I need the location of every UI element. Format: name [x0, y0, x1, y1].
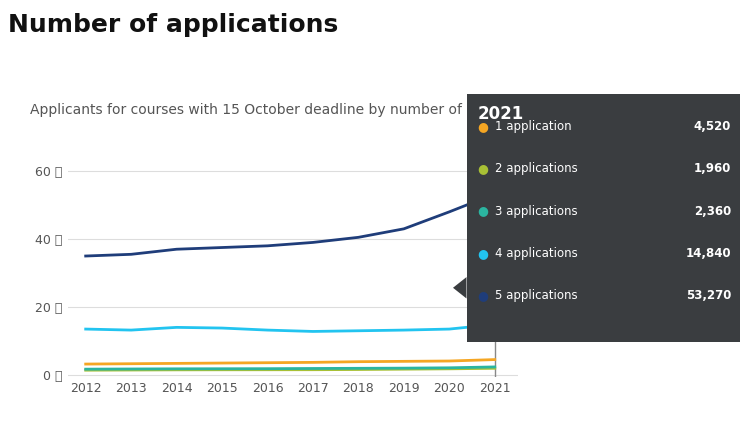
Text: ●: ● — [478, 247, 489, 260]
Text: 2,360: 2,360 — [694, 205, 731, 217]
Text: 2021: 2021 — [478, 105, 524, 123]
Text: 1,960: 1,960 — [694, 162, 731, 175]
Text: 4,520: 4,520 — [694, 120, 731, 133]
Text: ●: ● — [478, 205, 489, 217]
Text: 14,840: 14,840 — [686, 247, 731, 260]
Text: 5 applications: 5 applications — [495, 289, 578, 302]
Text: 3 applications: 3 applications — [495, 205, 578, 217]
Text: ●: ● — [478, 120, 489, 133]
Text: Number of applications: Number of applications — [8, 13, 338, 37]
Text: 5 applications: 5 applications — [499, 318, 581, 331]
Text: ●: ● — [478, 162, 489, 175]
Text: Applicants for courses with 15 October deadline by number of applications made: Applicants for courses with 15 October d… — [30, 103, 594, 117]
Text: ●: ● — [478, 289, 489, 302]
Text: 53,270: 53,270 — [686, 289, 731, 302]
Text: 2 applications: 2 applications — [495, 162, 578, 175]
Text: 4 applications: 4 applications — [495, 247, 578, 260]
Text: 1 application: 1 application — [495, 120, 572, 133]
